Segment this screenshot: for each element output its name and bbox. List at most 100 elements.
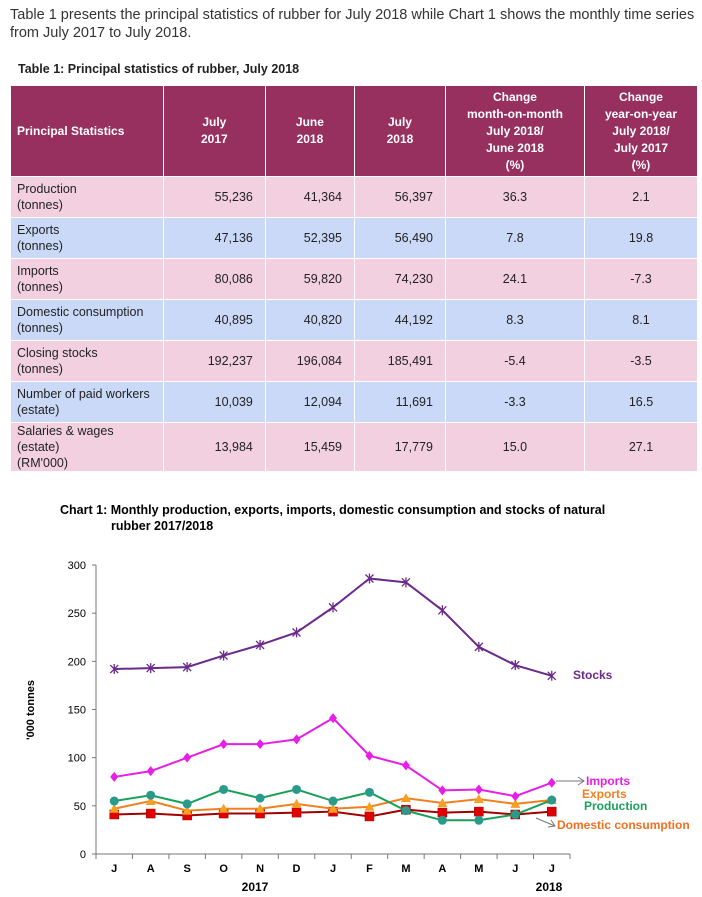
x-tick-label: M <box>474 863 483 875</box>
table-cell: 15,459 <box>264 422 355 472</box>
header-line: Change <box>618 89 663 104</box>
header-line: 2018 <box>386 132 414 146</box>
row-label-line: Domestic consumption <box>17 305 144 319</box>
table-cell: 36.3 <box>444 176 585 218</box>
data-point <box>219 784 229 794</box>
y-tick-label: 50 <box>74 801 86 813</box>
row-label-line: (tonnes) <box>17 321 63 335</box>
data-point <box>219 650 229 661</box>
data-point <box>474 806 484 817</box>
row-label: Imports (tonnes) <box>10 258 164 300</box>
table-cell: 10,039 <box>162 381 266 423</box>
table-cell: -7.3 <box>583 258 699 300</box>
y-tick-label: 300 <box>68 560 86 572</box>
table-cell: 7.8 <box>444 217 585 259</box>
row-label: Exports (tonnes) <box>10 217 164 259</box>
x-tick-label: O <box>219 863 228 875</box>
column-header: Change month-on-month July 2018/June 2018 (… <box>444 85 585 177</box>
chart-title: Chart 1: Monthly production, exports, im… <box>60 503 605 517</box>
x-tick-label: S <box>183 863 190 875</box>
column-header: July 2017 <box>162 85 266 177</box>
row-label-line: (estate) <box>17 403 60 417</box>
data-point <box>291 798 302 808</box>
data-point <box>437 815 447 825</box>
table-cell: -3.3 <box>444 381 585 423</box>
table-cell: 44,192 <box>353 299 446 341</box>
row-label: Closing stocks (tonnes) <box>10 340 164 382</box>
table-cell: 80,086 <box>162 258 266 300</box>
table-cell: 185,491 <box>353 340 446 382</box>
data-point <box>110 771 119 782</box>
data-point <box>292 784 302 794</box>
data-point <box>146 766 155 777</box>
data-point <box>365 750 374 761</box>
data-point <box>547 806 557 817</box>
data-point <box>328 602 338 613</box>
chart-title-line2: rubber 2017/2018 <box>111 519 213 533</box>
x-tick-label: D <box>293 863 301 875</box>
x-tick-label: J <box>330 863 336 875</box>
row-label-line: Salaries & wages (estate) <box>17 424 114 454</box>
y-tick-label: 100 <box>68 753 86 765</box>
data-point <box>364 801 375 811</box>
table-cell: 19.8 <box>583 217 699 259</box>
header-line: Change <box>492 89 537 104</box>
column-header: July 2018 <box>353 85 446 177</box>
data-point <box>145 808 156 819</box>
table-cell: 17,779 <box>353 422 446 472</box>
series-line-stocks <box>114 577 553 677</box>
data-point <box>510 798 521 808</box>
data-point <box>400 793 411 803</box>
year-label: 2017 <box>242 880 269 894</box>
legend-label: Domestic consumption <box>557 818 690 832</box>
y-tick-label: 250 <box>68 608 86 620</box>
intro-text: Table 1 presents the principal statistic… <box>10 7 695 41</box>
data-point <box>401 806 411 816</box>
data-point <box>474 784 483 795</box>
data-point <box>328 803 338 813</box>
legend-label: Production <box>584 799 647 813</box>
data-point <box>109 664 119 675</box>
data-point <box>145 796 156 806</box>
data-point <box>510 810 520 820</box>
data-point <box>474 641 484 652</box>
table-cell: 2.1 <box>583 176 699 218</box>
table-cell: 74,230 <box>353 258 446 300</box>
year-label: 2018 <box>536 880 563 894</box>
data-point <box>292 627 301 638</box>
data-point <box>109 796 119 806</box>
header-line: July <box>387 115 412 129</box>
header-line: July 2017 <box>613 140 668 155</box>
legend-label: Stocks <box>573 668 613 682</box>
header-line: June 2018 <box>485 140 544 155</box>
table-row: Imports (tonnes) 80,086 59,820 74,230 24.1 -7.… <box>10 258 699 300</box>
table-cell: 8.3 <box>444 299 585 341</box>
arrow-icon <box>556 776 585 786</box>
y-tick-label: 150 <box>68 705 86 717</box>
data-point <box>256 739 265 750</box>
row-label: Domestic consumption (tonnes) <box>10 299 164 341</box>
data-point <box>364 787 374 797</box>
table-cell: 12,094 <box>264 381 355 423</box>
header-line: Principal Statistics <box>17 123 125 138</box>
table-cell: 40,895 <box>162 299 266 341</box>
data-point <box>510 660 520 671</box>
table-cell: 192,237 <box>162 340 266 382</box>
table-header-row: Principal Statistics July 2017 June 2018 July… <box>10 85 699 177</box>
data-point <box>401 760 410 771</box>
data-point <box>291 807 302 818</box>
table-row: Salaries & wages (estate) (RM'000) 13,984 1… <box>10 422 699 472</box>
table-cell: 15.0 <box>444 422 585 472</box>
table-cell: 196,084 <box>264 340 355 382</box>
column-header: June 2018 <box>264 85 355 177</box>
table-row: Exports (tonnes) 47,136 52,395 56,490 7.8 19.8 <box>10 217 699 259</box>
data-point <box>219 739 228 750</box>
data-point <box>437 807 448 818</box>
table-cell: 47,136 <box>162 217 266 259</box>
data-point <box>182 662 192 673</box>
row-label-line: Number of paid workers <box>17 387 150 401</box>
data-point <box>511 791 520 802</box>
data-point <box>146 663 156 674</box>
table-cell: 11,691 <box>353 381 446 423</box>
data-point <box>474 815 484 825</box>
